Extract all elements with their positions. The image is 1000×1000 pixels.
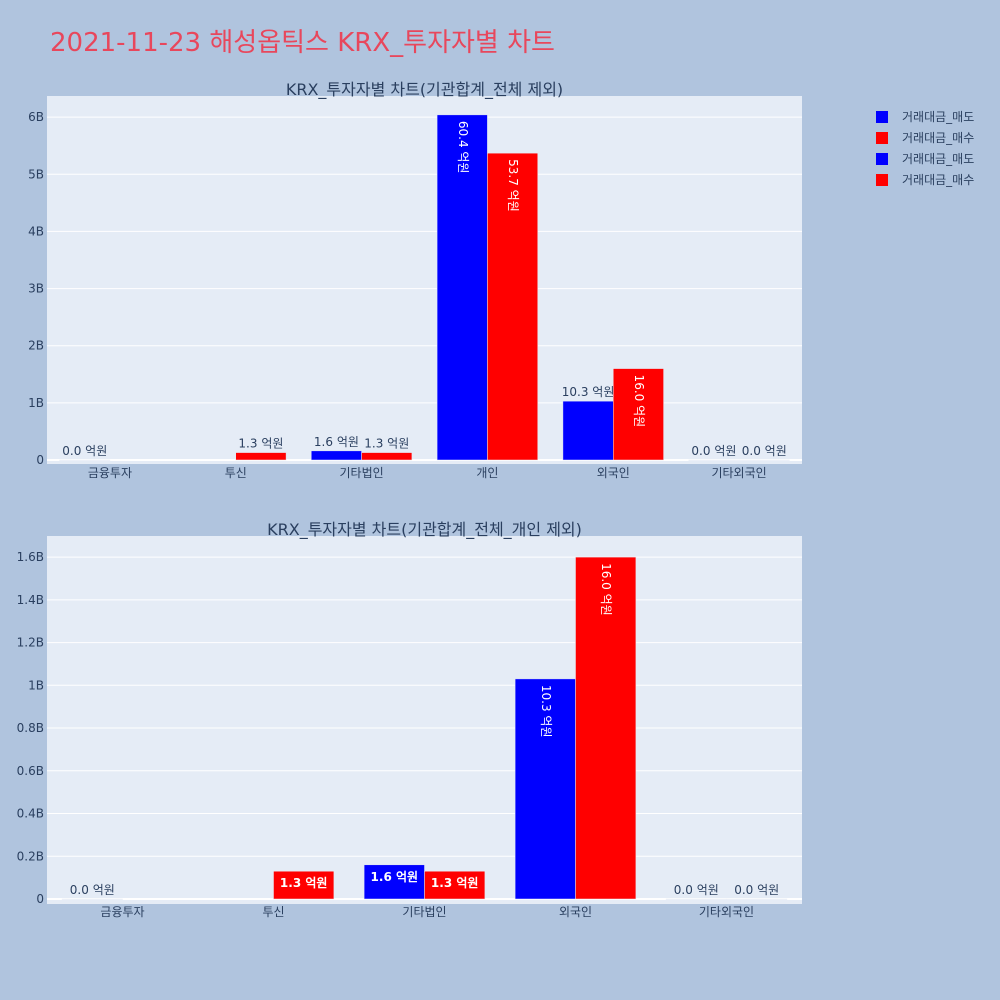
bar-buy (273, 870, 335, 900)
x-tick-label: 기타법인 (339, 466, 383, 480)
data-label: 16.0 억원 (632, 375, 646, 428)
bar-buy (424, 870, 486, 900)
bar-sell (665, 898, 727, 900)
data-label: 60.4 억원 (456, 121, 470, 174)
x-tick-label: 금융투자 (100, 905, 144, 919)
bar-sell (562, 400, 614, 461)
data-label: 0.0 억원 (62, 444, 107, 458)
plot-area (47, 536, 802, 904)
legend-label: 거래대금_매수 (902, 173, 975, 187)
legend-swatch (876, 152, 888, 165)
data-label: 53.7 억원 (506, 159, 520, 212)
bar-sell (514, 678, 576, 900)
y-tick-label: 1.2B (17, 636, 44, 650)
bar-sell (59, 459, 111, 461)
y-tick-label: 0 (36, 453, 44, 467)
y-tick-label: 5B (28, 167, 44, 181)
data-label: 1.6 억원 (314, 435, 359, 449)
x-tick-label: 기타외국인 (699, 905, 754, 919)
bar-buy (575, 556, 637, 900)
y-tick-label: 0.2B (17, 849, 44, 863)
bar-buy (487, 152, 538, 461)
data-label: 0.0 억원 (674, 883, 719, 897)
y-tick-label: 3B (28, 282, 44, 296)
legend-label: 거래대금_매도 (902, 110, 975, 124)
bar-sell (436, 114, 488, 461)
legend-label: 거래대금_매도 (902, 152, 975, 166)
data-label: 0.0 억원 (691, 444, 736, 458)
legend-item[interactable]: 거래대금_매도 (876, 148, 974, 169)
bar-buy (613, 368, 664, 461)
data-label: 1.3 억원 (238, 437, 283, 451)
x-tick-label: 투신 (225, 466, 247, 480)
bar-buy (361, 452, 413, 461)
legend-item[interactable]: 거래대금_매수 (876, 169, 974, 190)
page-title: 2021-11-23 해성옵틱스 KRX_투자자별 차트 (50, 28, 555, 58)
plot-area (47, 96, 802, 464)
bar-buy (726, 898, 788, 900)
data-label: 1.3 억원 (431, 876, 479, 890)
legend-swatch (876, 131, 888, 144)
bar-sell (311, 450, 362, 461)
y-tick-label: 1B (28, 678, 44, 692)
y-tick-label: 0.8B (17, 721, 44, 735)
chart-title: KRX_투자자별 차트(기관합계_전체_개인 제외) (267, 520, 582, 540)
data-label: 1.6 억원 (371, 870, 419, 884)
x-tick-label: 투신 (262, 905, 284, 919)
y-tick-label: 6B (28, 110, 44, 124)
y-tick-label: 0 (36, 892, 44, 906)
bar-sell (688, 459, 740, 461)
x-tick-label: 기타외국인 (711, 466, 766, 480)
data-label: 10.3 억원 (539, 685, 553, 738)
y-tick-label: 2B (28, 339, 44, 353)
x-tick-label: 금융투자 (88, 466, 132, 480)
data-label: 16.0 억원 (599, 563, 613, 616)
bar-buy (235, 452, 287, 461)
y-tick-label: 1.6B (17, 550, 44, 564)
y-tick-label: 4B (28, 224, 44, 238)
legend-swatch (876, 110, 888, 123)
legend-label: 거래대금_매수 (902, 131, 975, 145)
legend-swatch (876, 173, 888, 186)
data-label: 0.0 억원 (742, 444, 787, 458)
x-tick-label: 외국인 (559, 905, 592, 919)
y-tick-label: 1.4B (17, 593, 44, 607)
x-tick-label: 기타법인 (402, 905, 446, 919)
legend-item[interactable]: 거래대금_매도 (876, 106, 974, 127)
y-tick-label: 0.6B (17, 764, 44, 778)
x-tick-label: 개인 (476, 466, 498, 480)
x-tick-label: 외국인 (597, 466, 630, 480)
data-label: 1.3 억원 (364, 437, 409, 451)
bar-buy (738, 459, 790, 461)
legend-item[interactable]: 거래대금_매수 (876, 127, 974, 148)
data-label: 0.0 억원 (70, 883, 115, 897)
data-label: 1.3 억원 (280, 876, 328, 890)
legend: 거래대금_매도 거래대금_매수 거래대금_매도 거래대금_매수 (876, 106, 974, 190)
bar-sell (61, 898, 123, 900)
data-label: 0.0 억원 (734, 883, 779, 897)
y-tick-label: 0.4B (17, 807, 44, 821)
chart-title: KRX_투자자별 차트(기관합계_전체 제외) (286, 80, 563, 100)
bar-sell (363, 864, 425, 900)
data-label: 10.3 억원 (562, 385, 615, 399)
y-tick-label: 1B (28, 396, 44, 410)
